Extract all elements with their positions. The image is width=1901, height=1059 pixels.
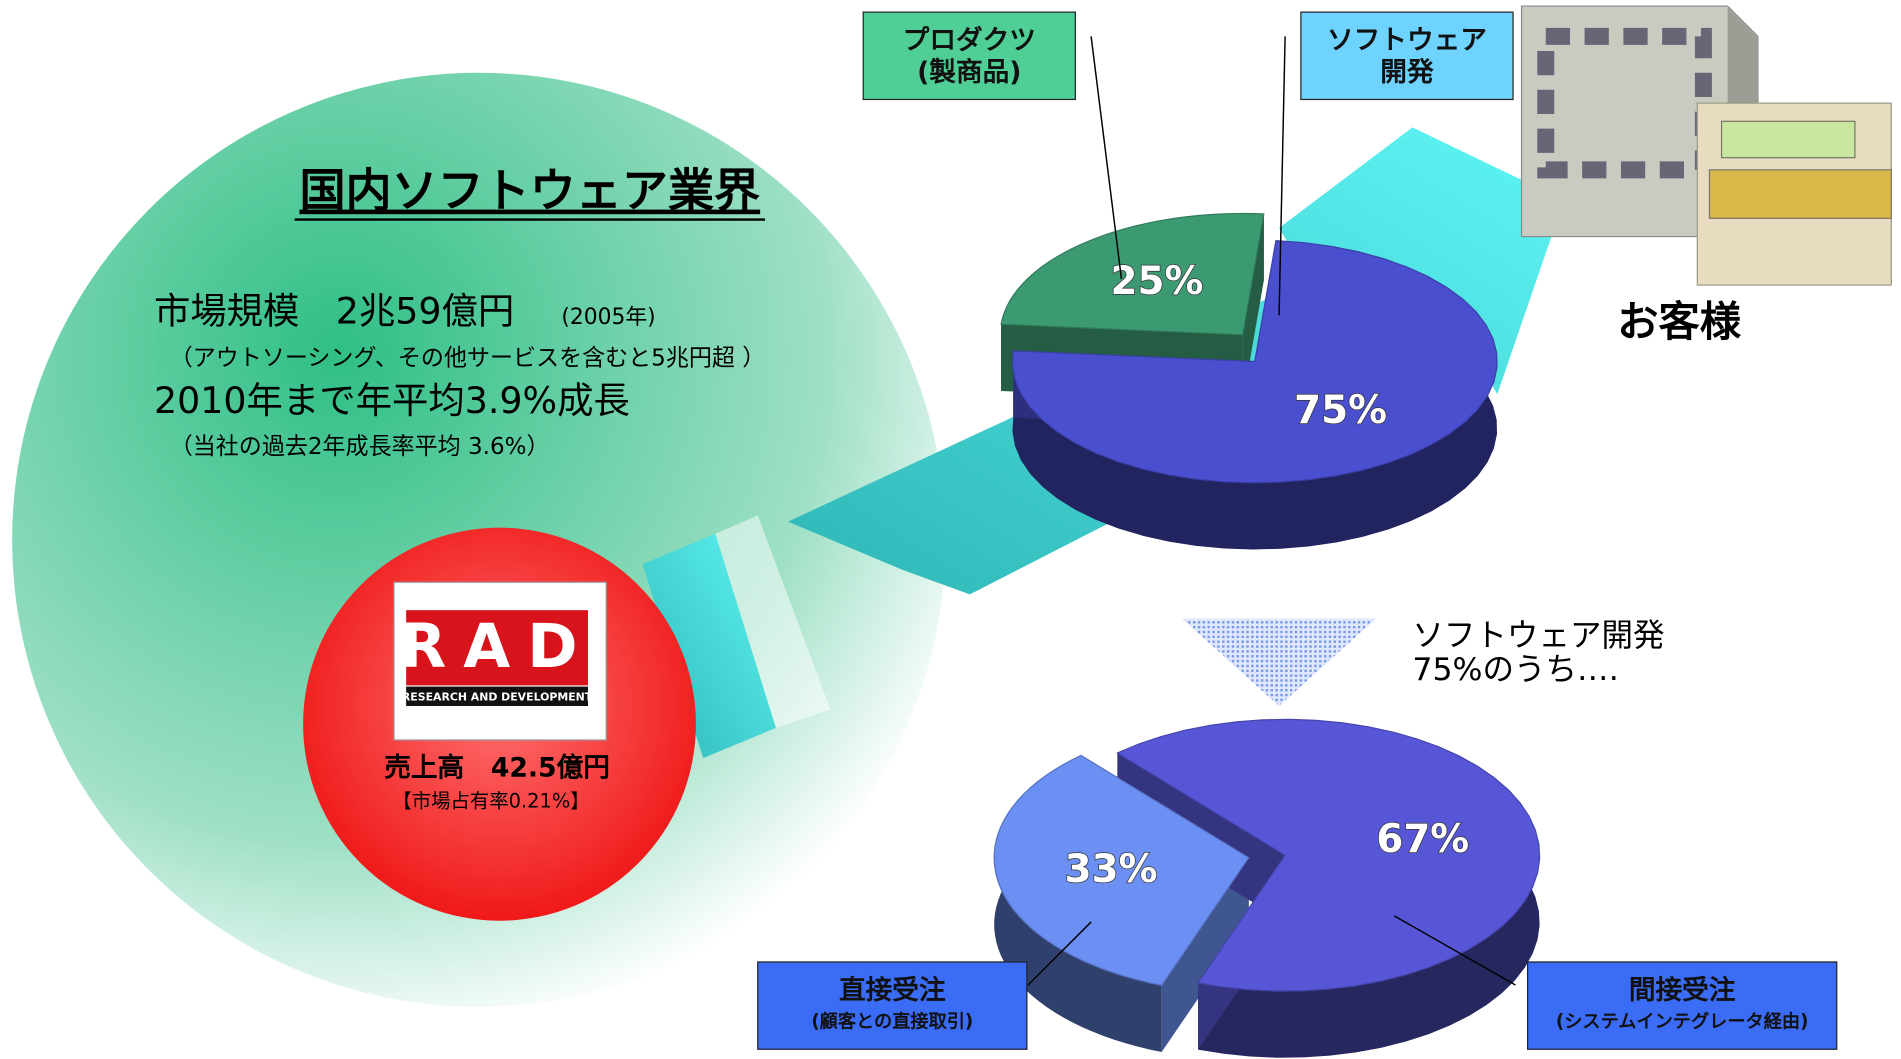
market-size: 市場規模 2兆59億円	[154, 289, 514, 332]
growth: 2010年まで年平均3.9%成長	[154, 379, 630, 422]
building-icon	[1522, 6, 1892, 285]
value-label: 67%	[1376, 817, 1469, 862]
logo-sub: RESEARCH AND DEVELOPMENT	[402, 691, 593, 704]
logo: RAD	[400, 612, 595, 682]
category-label: プロダクツ(製商品)	[903, 25, 1036, 88]
industry-title: 国内ソフトウェア業界	[299, 164, 760, 218]
share: 【市場占有率0.21%】	[392, 789, 589, 812]
market-note: （アウトソーシング、その他サービスを含むと5兆円超 ）	[170, 346, 766, 372]
value-label: 33%	[1065, 847, 1158, 892]
value-label: 25%	[1111, 259, 1204, 304]
infographic: RAD RESEARCH AND DEVELOPMENT 売上高 42.5億円 …	[0, 0, 1901, 1059]
sales: 売上高 42.5億円	[384, 753, 610, 784]
down-arrow	[1182, 619, 1376, 706]
value-label: 75%	[1294, 388, 1387, 433]
customer: お客様	[1617, 298, 1741, 346]
growth-note: （当社の過去2年成長率平均 3.6%）	[170, 434, 550, 460]
market-year: (2005年)	[561, 305, 655, 330]
